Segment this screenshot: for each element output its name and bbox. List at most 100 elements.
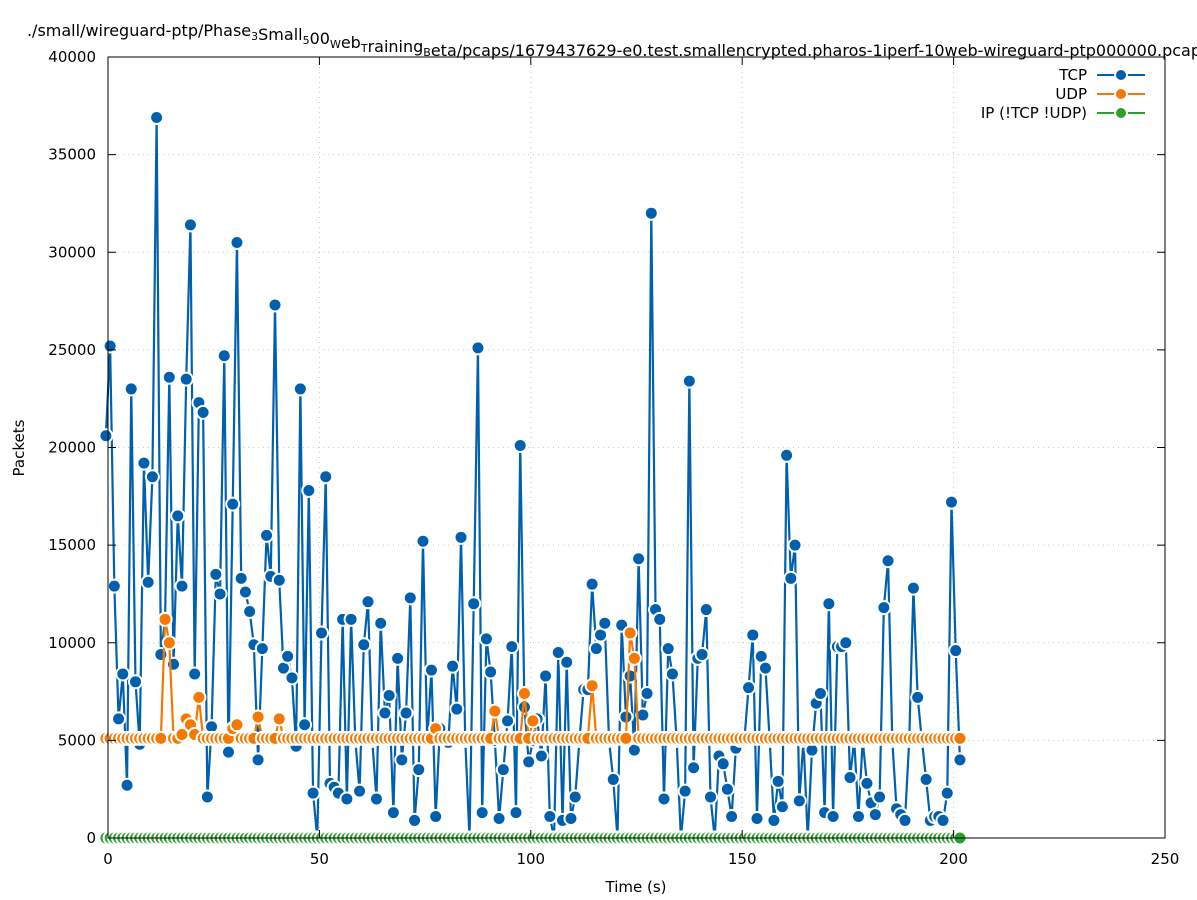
data-point-tcp	[867, 807, 883, 823]
data-point-udp	[157, 611, 173, 627]
data-point-tcp	[411, 762, 427, 778]
data-point-tcp	[161, 369, 177, 385]
data-point-tcp	[910, 689, 926, 705]
data-point-tcp	[402, 590, 418, 606]
data-point-tcp	[500, 713, 516, 729]
data-point-tcp	[943, 494, 959, 510]
data-point-tcp	[390, 650, 406, 666]
data-point-tcp	[779, 447, 795, 463]
x-tick-label: 100	[516, 850, 545, 868]
data-point-tcp	[220, 744, 236, 760]
data-point-tcp	[935, 812, 951, 828]
data-point-tcp	[343, 611, 359, 627]
data-point-tcp	[428, 809, 444, 825]
data-point-udp	[487, 703, 503, 719]
x-tick-label: 150	[728, 850, 757, 868]
data-point-tcp	[698, 602, 714, 618]
data-point-udp	[626, 650, 642, 666]
chart-title: ./small/wireguard-ptp/Phase3Small500WebT…	[27, 21, 1197, 60]
data-point-tcp	[216, 348, 232, 364]
data-point-tcp	[111, 711, 127, 727]
data-point-tcp	[373, 615, 389, 631]
data-point-tcp	[783, 570, 799, 586]
data-point-tcp	[271, 572, 287, 588]
data-point-tcp	[280, 648, 296, 664]
data-point-tcp	[127, 674, 143, 690]
data-point-tcp	[301, 482, 317, 498]
data-point-tcp	[394, 752, 410, 768]
data-point-tcp	[686, 760, 702, 776]
x-tick-label: 0	[103, 850, 113, 868]
data-point-tcp	[470, 340, 486, 356]
y-tick-label: 40000	[48, 48, 96, 66]
series-layer	[98, 110, 968, 846]
data-point-tcp	[939, 785, 955, 801]
data-point-tcp	[508, 805, 524, 821]
data-point-tcp	[876, 600, 892, 616]
data-point-tcp	[880, 553, 896, 569]
data-point-tcp	[305, 785, 321, 801]
data-point-tcp	[377, 705, 393, 721]
x-tick-label: 50	[310, 850, 329, 868]
data-point-tcp	[724, 809, 740, 825]
y-tick-label: 10000	[48, 634, 96, 652]
data-point-tcp	[584, 576, 600, 592]
data-point-tcp	[656, 791, 672, 807]
legend-marker-udp	[1114, 87, 1128, 101]
data-point-tcp	[918, 771, 934, 787]
data-point-tcp	[149, 110, 165, 126]
data-point-tcp	[119, 777, 135, 793]
data-point-tcp	[170, 508, 186, 524]
data-point-tcp	[702, 789, 718, 805]
data-point-tcp	[453, 529, 469, 545]
data-point-tcp	[368, 791, 384, 807]
data-point-tcp	[284, 670, 300, 686]
data-point-tcp	[98, 428, 114, 444]
data-point-tcp	[677, 783, 693, 799]
y-tick-label: 5000	[58, 731, 96, 749]
data-point-tcp	[356, 637, 372, 653]
data-point-tcp	[639, 686, 655, 702]
y-axis-label: Packets	[10, 419, 28, 476]
data-point-tcp	[694, 646, 710, 662]
data-point-tcp	[821, 596, 837, 612]
data-point-tcp	[660, 641, 676, 657]
data-point-tcp	[559, 654, 575, 670]
legend-label-ip-tcp-udp: IP (!TCP !UDP)	[981, 104, 1087, 122]
y-tick-label: 30000	[48, 243, 96, 261]
data-point-tcp	[259, 527, 275, 543]
data-point-udp	[584, 678, 600, 694]
data-point-tcp	[588, 641, 604, 657]
data-point-tcp	[106, 578, 122, 594]
data-point-tcp	[681, 373, 697, 389]
data-point-tcp	[102, 338, 118, 354]
data-point-tcp	[187, 666, 203, 682]
data-point-tcp	[512, 438, 528, 454]
data-point-tcp	[445, 658, 461, 674]
legend-marker-tcp	[1114, 68, 1128, 82]
data-point-tcp	[153, 646, 169, 662]
data-point-tcp	[292, 381, 308, 397]
data-point-tcp	[495, 762, 511, 778]
data-point-tcp	[952, 752, 968, 768]
data-point-tcp	[415, 533, 431, 549]
data-point-tcp	[859, 775, 875, 791]
data-point-tcp	[521, 754, 537, 770]
x-tick-label: 200	[939, 850, 968, 868]
data-point-tcp	[423, 662, 439, 678]
data-point-tcp	[905, 580, 921, 596]
data-point-tcp	[449, 701, 465, 717]
data-point-tcp	[233, 570, 249, 586]
data-point-udp	[618, 730, 634, 746]
data-point-tcp	[212, 586, 228, 602]
data-point-tcp	[766, 812, 782, 828]
data-point-udp	[271, 711, 287, 727]
y-tick-label: 35000	[48, 146, 96, 164]
data-point-tcp	[652, 611, 668, 627]
data-point-tcp	[174, 578, 190, 594]
data-point-tcp	[631, 551, 647, 567]
data-point-tcp	[605, 771, 621, 787]
data-point-tcp	[250, 752, 266, 768]
data-point-udp	[250, 709, 266, 725]
